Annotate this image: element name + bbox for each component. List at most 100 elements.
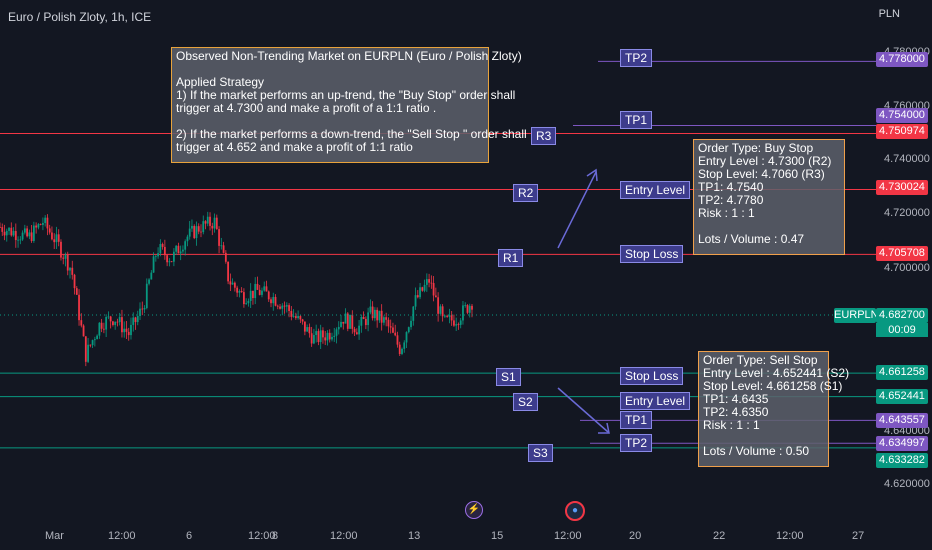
candle-body [80, 320, 83, 326]
x-tick-label: 15 [491, 530, 504, 542]
candle-body [19, 239, 22, 241]
symbol-badge: EURPLN [834, 308, 879, 323]
candle-body [182, 249, 184, 252]
buy-stop-note: Order Type: Buy Stop Entry Level : 4.7300… [693, 139, 845, 255]
candle-body [121, 317, 123, 333]
candle-body [274, 296, 277, 306]
candle-body [412, 306, 415, 321]
x-tick-label: 13 [408, 530, 421, 542]
trend-arrows [557, 168, 610, 434]
candle-body [206, 216, 209, 224]
candle-body [211, 225, 214, 229]
candle-body [193, 225, 196, 239]
entry-level-buy-label[interactable]: Entry Level [620, 181, 691, 199]
up-arrow-head [586, 168, 598, 182]
candles [0, 211, 473, 367]
price-tag-tp1-lower: 4.643557 [876, 413, 928, 428]
candle-body [340, 321, 342, 327]
candle-body [60, 241, 62, 258]
up-arrow [557, 171, 597, 249]
candle-body [446, 315, 449, 317]
candle-body [152, 256, 155, 273]
lightning-icon[interactable]: ⚡ [465, 501, 483, 519]
stop-loss-buy-label[interactable]: Stop Loss [620, 245, 684, 263]
r1-label[interactable]: R1 [498, 249, 524, 267]
candle-body [17, 239, 19, 241]
r2-label[interactable]: R2 [513, 184, 539, 202]
s3-label[interactable]: S3 [528, 444, 553, 462]
candle-body [396, 335, 399, 345]
candle-body [84, 336, 87, 362]
entry-level-sell-label[interactable]: Entry Level [620, 392, 691, 410]
candle-body [51, 232, 53, 240]
candle-body [145, 283, 148, 309]
candle-body [398, 344, 401, 354]
candle-body [392, 327, 394, 333]
tp2-lower-label[interactable]: TP2 [620, 434, 653, 452]
candle-body [150, 272, 153, 280]
globe-icon[interactable]: ● [565, 501, 585, 521]
candle-body [455, 324, 458, 326]
r3-label[interactable]: R3 [531, 127, 557, 145]
candle-body [245, 303, 248, 305]
candle-body [107, 316, 110, 318]
candle-body [301, 319, 304, 322]
candle-body [367, 312, 370, 326]
candle-body [229, 281, 232, 285]
candle-body [10, 227, 13, 236]
candle-body [134, 317, 137, 323]
candle-body [42, 222, 44, 225]
price-tag-r1: 4.705708 [876, 246, 928, 261]
candle-body [457, 324, 460, 325]
s2-label[interactable]: S2 [513, 393, 538, 411]
candle-body [342, 321, 345, 324]
x-tick-label: 22 [713, 530, 726, 542]
candle-body [159, 244, 162, 254]
candle-body [326, 332, 329, 341]
candle-body [215, 217, 218, 230]
candle-body [380, 310, 383, 323]
candle-body [114, 321, 117, 325]
candle-body [71, 267, 74, 275]
candle-body [371, 306, 374, 319]
tp2-upper-label[interactable]: TP2 [620, 49, 653, 67]
candle-body [313, 335, 315, 344]
candle-body [222, 245, 225, 253]
candle-body [423, 284, 426, 291]
tp1-lower-label[interactable]: TP1 [620, 411, 653, 429]
y-tick-label: 4.720000 [884, 207, 930, 219]
candle-body [89, 344, 92, 346]
candle-body [405, 332, 408, 343]
candle-body [186, 236, 189, 242]
stop-loss-sell-label[interactable]: Stop Loss [620, 367, 684, 385]
chart-title: Euro / Polish Zloty, 1h, ICE [8, 10, 152, 24]
candle-body [127, 331, 130, 336]
candle-body [389, 326, 392, 328]
candle-body [116, 321, 119, 323]
last-price-tag: 4.682700 [876, 308, 928, 323]
candle-body [227, 261, 229, 282]
candle-body [331, 336, 333, 340]
candle-body [105, 316, 108, 330]
candle-body [346, 313, 349, 329]
candle-body [48, 228, 51, 233]
tp1-upper-label[interactable]: TP1 [620, 111, 653, 129]
candle-body [112, 321, 114, 325]
candle-body [306, 327, 309, 332]
candle-body [459, 320, 462, 325]
candle-body [276, 305, 279, 307]
candle-body [358, 325, 360, 335]
candle-body [224, 252, 227, 262]
candle-body [177, 245, 180, 254]
candle-body [62, 257, 65, 259]
candle-body [44, 217, 47, 223]
candle-body [462, 305, 464, 321]
candle-body [195, 226, 198, 239]
candle-body [256, 283, 259, 290]
candle-body [267, 291, 270, 300]
candle-body [37, 224, 40, 228]
candle-body [254, 283, 257, 299]
s1-label[interactable]: S1 [496, 368, 521, 386]
candle-body [373, 309, 376, 319]
